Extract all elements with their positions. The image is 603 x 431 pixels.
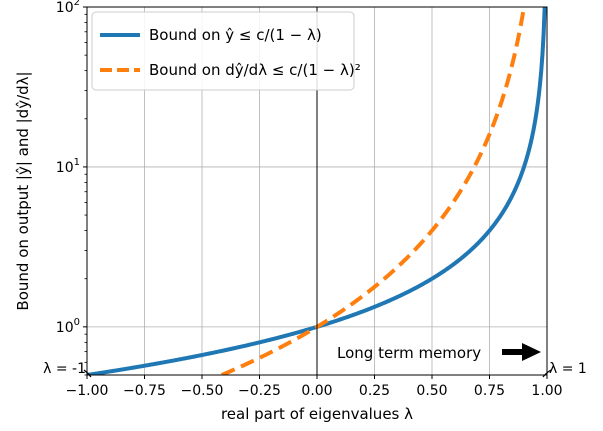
series-layer [87,7,547,375]
x-tick-label: −0.25 [238,383,281,399]
x-tick-label: 1.00 [531,383,562,399]
lambda-minus-one-marker: λ = -1 [43,361,86,377]
long-term-memory-label: Long term memory [337,344,481,362]
y-axis-ticks: 100 101 102 [56,0,87,376]
legend-box [91,11,355,91]
right-marker-bracket [542,369,552,378]
x-tick-label: −0.50 [181,383,224,399]
x-tick-label: −0.75 [123,383,166,399]
x-tick-label: 0.50 [416,383,447,399]
x-axis-label: real part of eigenvalues λ [221,405,413,423]
x-tick-label: 0.00 [301,383,332,399]
lambda-one-marker: λ = 1 [549,361,587,377]
y-tick-label: 101 [56,157,80,176]
legend: Bound on ŷ ≤ c/(1 − λ) Bound on dŷ/dλ ≤ … [91,11,361,91]
legend-label-series-1: Bound on ŷ ≤ c/(1 − λ) [149,26,322,44]
left-marker-bracket [83,369,92,378]
long-term-memory-arrow [502,343,541,361]
y-tick-label: 100 [56,317,80,336]
y-tick-label: 102 [56,0,80,16]
x-tick-label: −1.00 [66,383,109,399]
legend-label-series-2: Bound on dŷ/dλ ≤ c/(1 − λ)² [149,61,361,79]
x-axis-ticks: −1.00 −0.75 −0.50 −0.25 0.00 0.25 0.50 0.75 1.00 [66,375,563,399]
y-axis-label: Bound on output |ŷ| and |dŷ/dλ| [14,71,32,310]
x-tick-label: 0.75 [474,383,505,399]
x-tick-label: 0.25 [359,383,390,399]
series-line-2 [220,7,526,375]
